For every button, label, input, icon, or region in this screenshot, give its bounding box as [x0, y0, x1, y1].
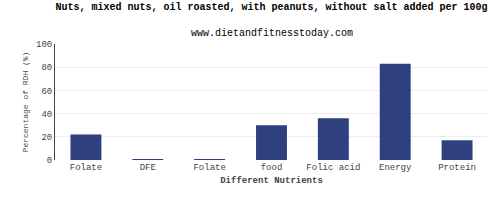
svg-text:Folate: Folate	[193, 163, 225, 173]
svg-text:Percentage of RDH (%): Percentage of RDH (%)	[21, 52, 30, 153]
svg-text:food: food	[261, 163, 283, 173]
svg-text:Folate: Folate	[70, 163, 102, 173]
svg-text:80: 80	[41, 63, 52, 73]
svg-text:40: 40	[41, 110, 52, 120]
svg-text:Nuts, mixed nuts, oil roasted,: Nuts, mixed nuts, oil roasted, with pean…	[55, 2, 487, 13]
svg-text:www.dietandfitnesstoday.com: www.dietandfitnesstoday.com	[191, 28, 353, 39]
svg-text:60: 60	[41, 87, 52, 97]
svg-text:Energy: Energy	[379, 163, 412, 173]
svg-text:0: 0	[47, 156, 52, 166]
svg-text:100: 100	[36, 40, 52, 50]
svg-text:Protein: Protein	[438, 163, 476, 173]
svg-text:Folic acid: Folic acid	[306, 163, 360, 173]
svg-text:20: 20	[41, 133, 52, 143]
svg-text:Different Nutrients: Different Nutrients	[220, 176, 323, 186]
svg-text:DFE: DFE	[140, 163, 156, 173]
